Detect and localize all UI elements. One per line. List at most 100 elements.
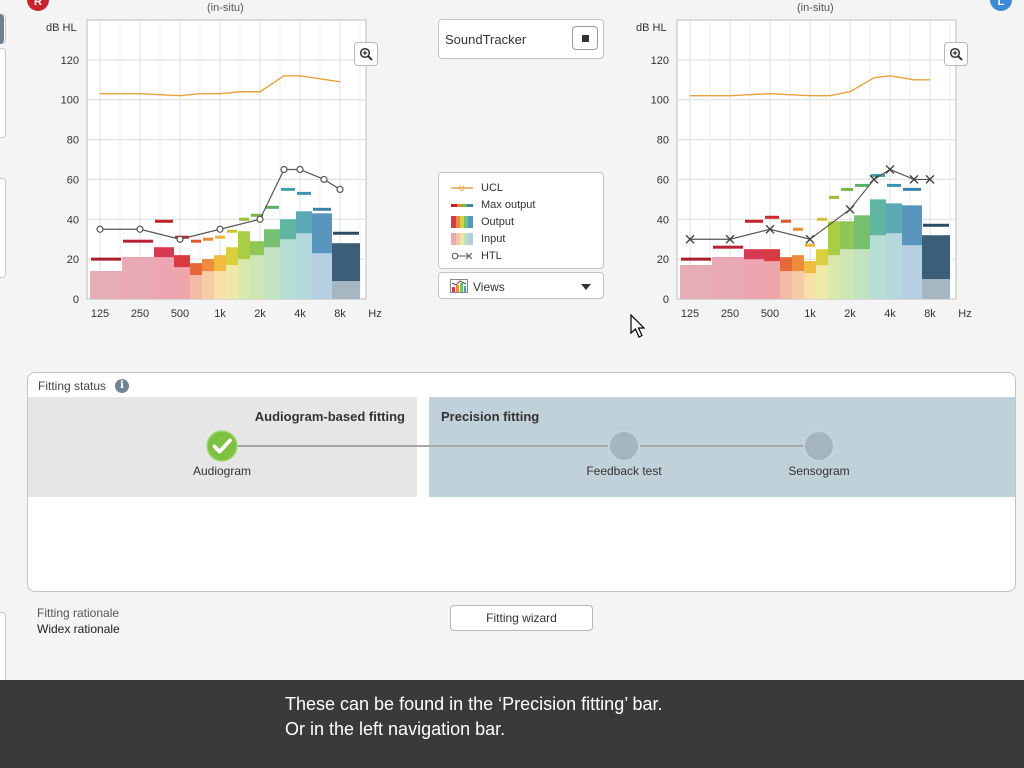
info-icon[interactable]: i [115, 379, 130, 393]
x-axis-unit: Hz [368, 308, 381, 320]
caption-line-1: These can be found in the ‘Precision fit… [285, 694, 663, 714]
right-chart: dB HL 120 100 80 60 40 20 0 125 250 500 1k 2k 4k 8k Hz [636, 19, 972, 320]
audiogram-based-fitting-title: Audiogram-based fitting [254, 409, 405, 424]
x-tick-label: 8k [924, 308, 936, 320]
y-tick-label: 20 [67, 254, 79, 266]
htl-point [925, 174, 935, 184]
htl-point [320, 175, 328, 184]
max-output-mark [805, 243, 815, 247]
x-tick-label: 1k [804, 308, 816, 320]
max-output-mark [333, 231, 359, 235]
input-bar [154, 257, 174, 299]
right-chart-zoom-button[interactable] [944, 42, 968, 66]
precision-fitting-band[interactable]: Precision fitting [429, 397, 1015, 497]
left-ear-badge: L [990, 0, 1012, 11]
nav-edge-tab-active[interactable] [0, 14, 4, 44]
input-bar [922, 279, 950, 299]
ucl-line [100, 75, 341, 97]
x-tick-label: 125 [681, 308, 699, 320]
max-output-mark [817, 217, 827, 221]
max-output-mark [681, 257, 711, 261]
nav-edge-tab-2[interactable] [0, 48, 6, 138]
input-bar [680, 265, 712, 299]
fitting-status-title: Fitting status i [38, 379, 130, 393]
y-tick-label: 60 [67, 174, 79, 186]
legend-item-input: Input [451, 231, 505, 247]
htl-markers-icon [451, 252, 473, 260]
nav-edge-tab-3[interactable] [0, 178, 6, 278]
audiogram-step-check-icon[interactable] [206, 430, 238, 462]
input-bar [122, 257, 154, 299]
input-bar [296, 233, 312, 299]
input-bar [238, 259, 250, 299]
input-bar [332, 281, 360, 299]
x-tick-label: 8k [334, 308, 346, 320]
htl-point [136, 225, 144, 233]
y-tick-label: 40 [67, 214, 79, 226]
zoom-in-icon [949, 47, 963, 61]
left-chart-subtitle: (in-situ) [207, 2, 244, 14]
svg-text:U: U [459, 184, 465, 193]
input-bar [816, 265, 828, 299]
input-bar [202, 271, 214, 299]
y-tick-label: 0 [73, 294, 79, 306]
mouse-cursor-icon [630, 314, 646, 338]
y-tick-label: 100 [61, 95, 79, 107]
input-bar [250, 255, 264, 299]
max-output-mark [765, 215, 779, 219]
max-output-mark [203, 237, 213, 241]
zoom-in-icon [359, 47, 373, 61]
input-bar [854, 249, 870, 299]
fitting-wizard-button[interactable]: Fitting wizard [450, 605, 593, 631]
y-tick-label: 80 [657, 135, 669, 147]
output-gradient-icon [451, 216, 473, 228]
x-tick-label: 2k [254, 308, 266, 320]
max-output-mark [841, 187, 853, 191]
input-bar [174, 267, 190, 299]
htl-point [869, 174, 879, 184]
input-bar [886, 233, 902, 299]
ucl-line [690, 75, 930, 97]
x-tick-label: 4k [294, 308, 306, 320]
soundtracker-stop-button[interactable] [572, 26, 598, 50]
input-bar [214, 271, 226, 299]
x-tick-label: 125 [91, 308, 109, 320]
htl-point [909, 174, 919, 184]
x-tick-label: 500 [761, 308, 779, 320]
max-output-mark [313, 207, 331, 211]
y-tick-label: 20 [657, 254, 669, 266]
htl-point [805, 234, 815, 244]
htl-point [725, 234, 735, 244]
x-tick-label: 250 [131, 308, 149, 320]
caption-bar: These can be found in the ‘Precision fit… [0, 680, 1024, 768]
caption-line-2: Or in the left navigation bar. [285, 719, 506, 739]
input-bar [828, 255, 840, 299]
max-output-mark [781, 219, 791, 223]
y-tick-label: 40 [657, 214, 669, 226]
feedback-test-step[interactable] [608, 430, 640, 462]
input-bar [226, 265, 238, 299]
right-chart-subtitle: (in-situ) [797, 2, 834, 14]
htl-point [685, 234, 695, 244]
nav-edge-tab-4[interactable] [0, 612, 6, 682]
sensogram-step[interactable] [803, 430, 835, 462]
max-output-mark [281, 187, 295, 191]
views-dropdown[interactable]: Views [438, 272, 604, 299]
input-bar [90, 271, 122, 299]
htl-point [256, 215, 264, 223]
fitting-rationale-value: Widex rationale [37, 622, 120, 636]
max-output-mark [829, 195, 839, 199]
x-tick-label: 4k [884, 308, 896, 320]
soundtracker-label: SoundTracker [445, 32, 527, 47]
x-axis-unit: Hz [958, 308, 971, 320]
input-bar [264, 247, 280, 299]
input-bar [780, 271, 792, 299]
left-chart-zoom-button[interactable] [354, 42, 378, 66]
input-bar [280, 239, 296, 299]
y-axis-unit: dB HL [636, 22, 667, 34]
htl-point [765, 224, 775, 234]
max-output-mark [855, 183, 869, 187]
legend-item-htl: HTL [451, 248, 502, 264]
htl-point [176, 235, 184, 243]
htl-point [296, 165, 304, 174]
